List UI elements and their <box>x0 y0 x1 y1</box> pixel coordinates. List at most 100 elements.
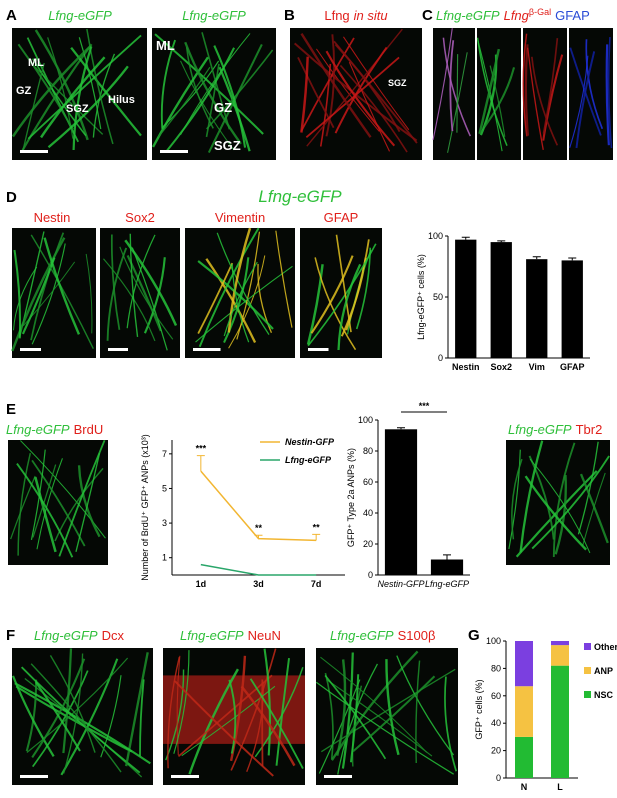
cell-process <box>585 39 604 130</box>
cell-process <box>300 37 355 132</box>
y-tick-label: 3 <box>162 518 167 528</box>
y-tick-label: 80 <box>363 446 373 456</box>
cell-process <box>62 653 84 774</box>
cell-process <box>197 262 234 334</box>
bar-segment <box>515 641 533 687</box>
significance: ** <box>313 522 321 532</box>
stain-label: Vimentin <box>215 210 265 225</box>
cell-process <box>151 56 209 148</box>
cell-process <box>165 669 185 761</box>
cell-process <box>508 449 521 550</box>
cell-process <box>129 233 139 338</box>
title-part: in situ <box>354 8 388 23</box>
cell-process <box>447 52 468 153</box>
cell-process <box>110 234 121 330</box>
cell-process <box>188 668 239 775</box>
x-tick-label: L <box>557 782 563 792</box>
cell-process <box>333 40 418 144</box>
cell-process <box>124 239 178 327</box>
legend-label: NSC <box>594 690 614 700</box>
cell-process <box>72 46 93 151</box>
cell-process <box>78 37 102 130</box>
cell-process <box>552 442 576 557</box>
cell-process <box>143 257 166 334</box>
cell-process <box>349 674 360 763</box>
cell-process <box>519 440 544 553</box>
cell-process <box>31 658 86 758</box>
y-tick-label: 20 <box>491 746 501 756</box>
cell-process <box>352 675 436 753</box>
y-tick-label: 20 <box>363 539 373 549</box>
cell-process <box>522 33 528 137</box>
cell-process <box>478 48 501 135</box>
region-label: ML <box>28 57 44 69</box>
cell-process <box>444 676 458 772</box>
cell-process <box>542 54 564 141</box>
cell-process <box>177 674 273 758</box>
cell-process <box>166 47 235 152</box>
error-bar <box>461 236 470 240</box>
bar-segment <box>551 665 569 778</box>
title-part: Lfng-eGFP <box>330 628 394 643</box>
title-part: Lfng-eGFP <box>34 628 98 643</box>
image-title: Lfng-eGFP <box>48 8 112 23</box>
y-tick-label: 0 <box>438 353 443 363</box>
y-axis-label: Lfng-eGFP⁺ cells (%) <box>416 254 426 340</box>
series-line <box>200 563 317 576</box>
panel-letter: D <box>6 189 17 206</box>
significance: *** <box>196 444 207 454</box>
scale-bar <box>20 775 48 778</box>
cell-process <box>126 234 156 329</box>
cell-process <box>415 660 421 764</box>
x-tick-label: 3d <box>253 579 264 589</box>
cell-process <box>30 232 65 341</box>
legend-swatch <box>584 691 591 698</box>
cell-process <box>306 264 324 345</box>
cell-process <box>181 685 276 757</box>
panel-title: Lfng-eGFP <box>258 187 342 206</box>
bar <box>455 239 477 358</box>
y-tick-label: 80 <box>491 663 501 673</box>
region-label: ML <box>156 38 175 53</box>
scale-bar <box>171 775 199 778</box>
cell-process <box>227 227 252 333</box>
cell-process <box>318 679 361 774</box>
region-label: SGZ <box>388 78 407 88</box>
y-tick-label: 40 <box>491 718 501 728</box>
cell-process <box>528 455 555 540</box>
cell-process <box>49 655 96 753</box>
cell-process <box>31 243 66 345</box>
panel-letter: C <box>422 7 433 24</box>
cell-process <box>319 63 332 147</box>
cell-process <box>223 257 250 344</box>
image-title: Lfng-eGFP BrdU <box>6 422 103 437</box>
error-bar <box>568 257 577 261</box>
scale-bar <box>20 348 41 351</box>
scale-bar <box>160 150 188 153</box>
stain-label: GFAP <box>324 210 359 225</box>
error-bar <box>196 455 205 472</box>
micrograph <box>8 440 108 565</box>
stain-label: Sox2 <box>125 210 155 225</box>
cell-process <box>176 655 181 756</box>
x-tick-label: Nestin <box>452 362 480 372</box>
micrograph <box>523 28 567 160</box>
image-title: Lfng in situ <box>324 8 387 23</box>
scale-bar <box>193 348 221 351</box>
cell-process <box>348 61 391 152</box>
cell-process <box>85 253 93 334</box>
cell-process <box>15 685 133 753</box>
x-tick-label: GFAP <box>560 362 585 372</box>
cell-process <box>489 65 506 137</box>
image-title: Lfng-eGFP <box>182 8 246 23</box>
cell-process <box>157 66 211 138</box>
bar-segment <box>551 641 569 646</box>
significance: ** <box>255 523 263 533</box>
cell-process <box>154 33 264 135</box>
cell-process <box>542 38 559 134</box>
scale-bar <box>20 150 48 153</box>
cell-process <box>34 681 81 752</box>
cell-process <box>483 67 516 128</box>
cell-process <box>477 40 503 152</box>
cell-process <box>240 685 296 767</box>
